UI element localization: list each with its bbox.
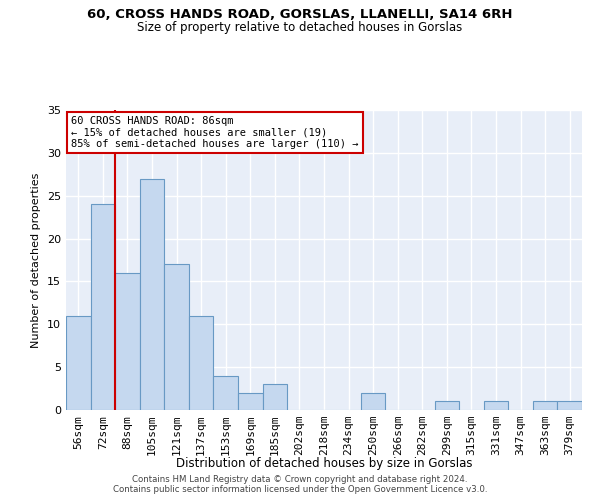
Y-axis label: Number of detached properties: Number of detached properties bbox=[31, 172, 41, 348]
Text: Size of property relative to detached houses in Gorslas: Size of property relative to detached ho… bbox=[137, 21, 463, 34]
Bar bbox=[484, 402, 508, 410]
Bar bbox=[66, 316, 91, 410]
Bar bbox=[533, 402, 557, 410]
Text: Contains HM Land Registry data © Crown copyright and database right 2024.
Contai: Contains HM Land Registry data © Crown c… bbox=[113, 474, 487, 494]
Bar bbox=[189, 316, 214, 410]
Bar bbox=[361, 393, 385, 410]
Text: 60, CROSS HANDS ROAD, GORSLAS, LLANELLI, SA14 6RH: 60, CROSS HANDS ROAD, GORSLAS, LLANELLI,… bbox=[87, 8, 513, 20]
Bar bbox=[238, 393, 263, 410]
Bar bbox=[557, 402, 582, 410]
Bar bbox=[140, 178, 164, 410]
Bar bbox=[434, 402, 459, 410]
Bar bbox=[263, 384, 287, 410]
Bar bbox=[214, 376, 238, 410]
Bar bbox=[91, 204, 115, 410]
Text: Distribution of detached houses by size in Gorslas: Distribution of detached houses by size … bbox=[176, 458, 472, 470]
Bar bbox=[164, 264, 189, 410]
Bar bbox=[115, 273, 140, 410]
Text: 60 CROSS HANDS ROAD: 86sqm
← 15% of detached houses are smaller (19)
85% of semi: 60 CROSS HANDS ROAD: 86sqm ← 15% of deta… bbox=[71, 116, 359, 149]
